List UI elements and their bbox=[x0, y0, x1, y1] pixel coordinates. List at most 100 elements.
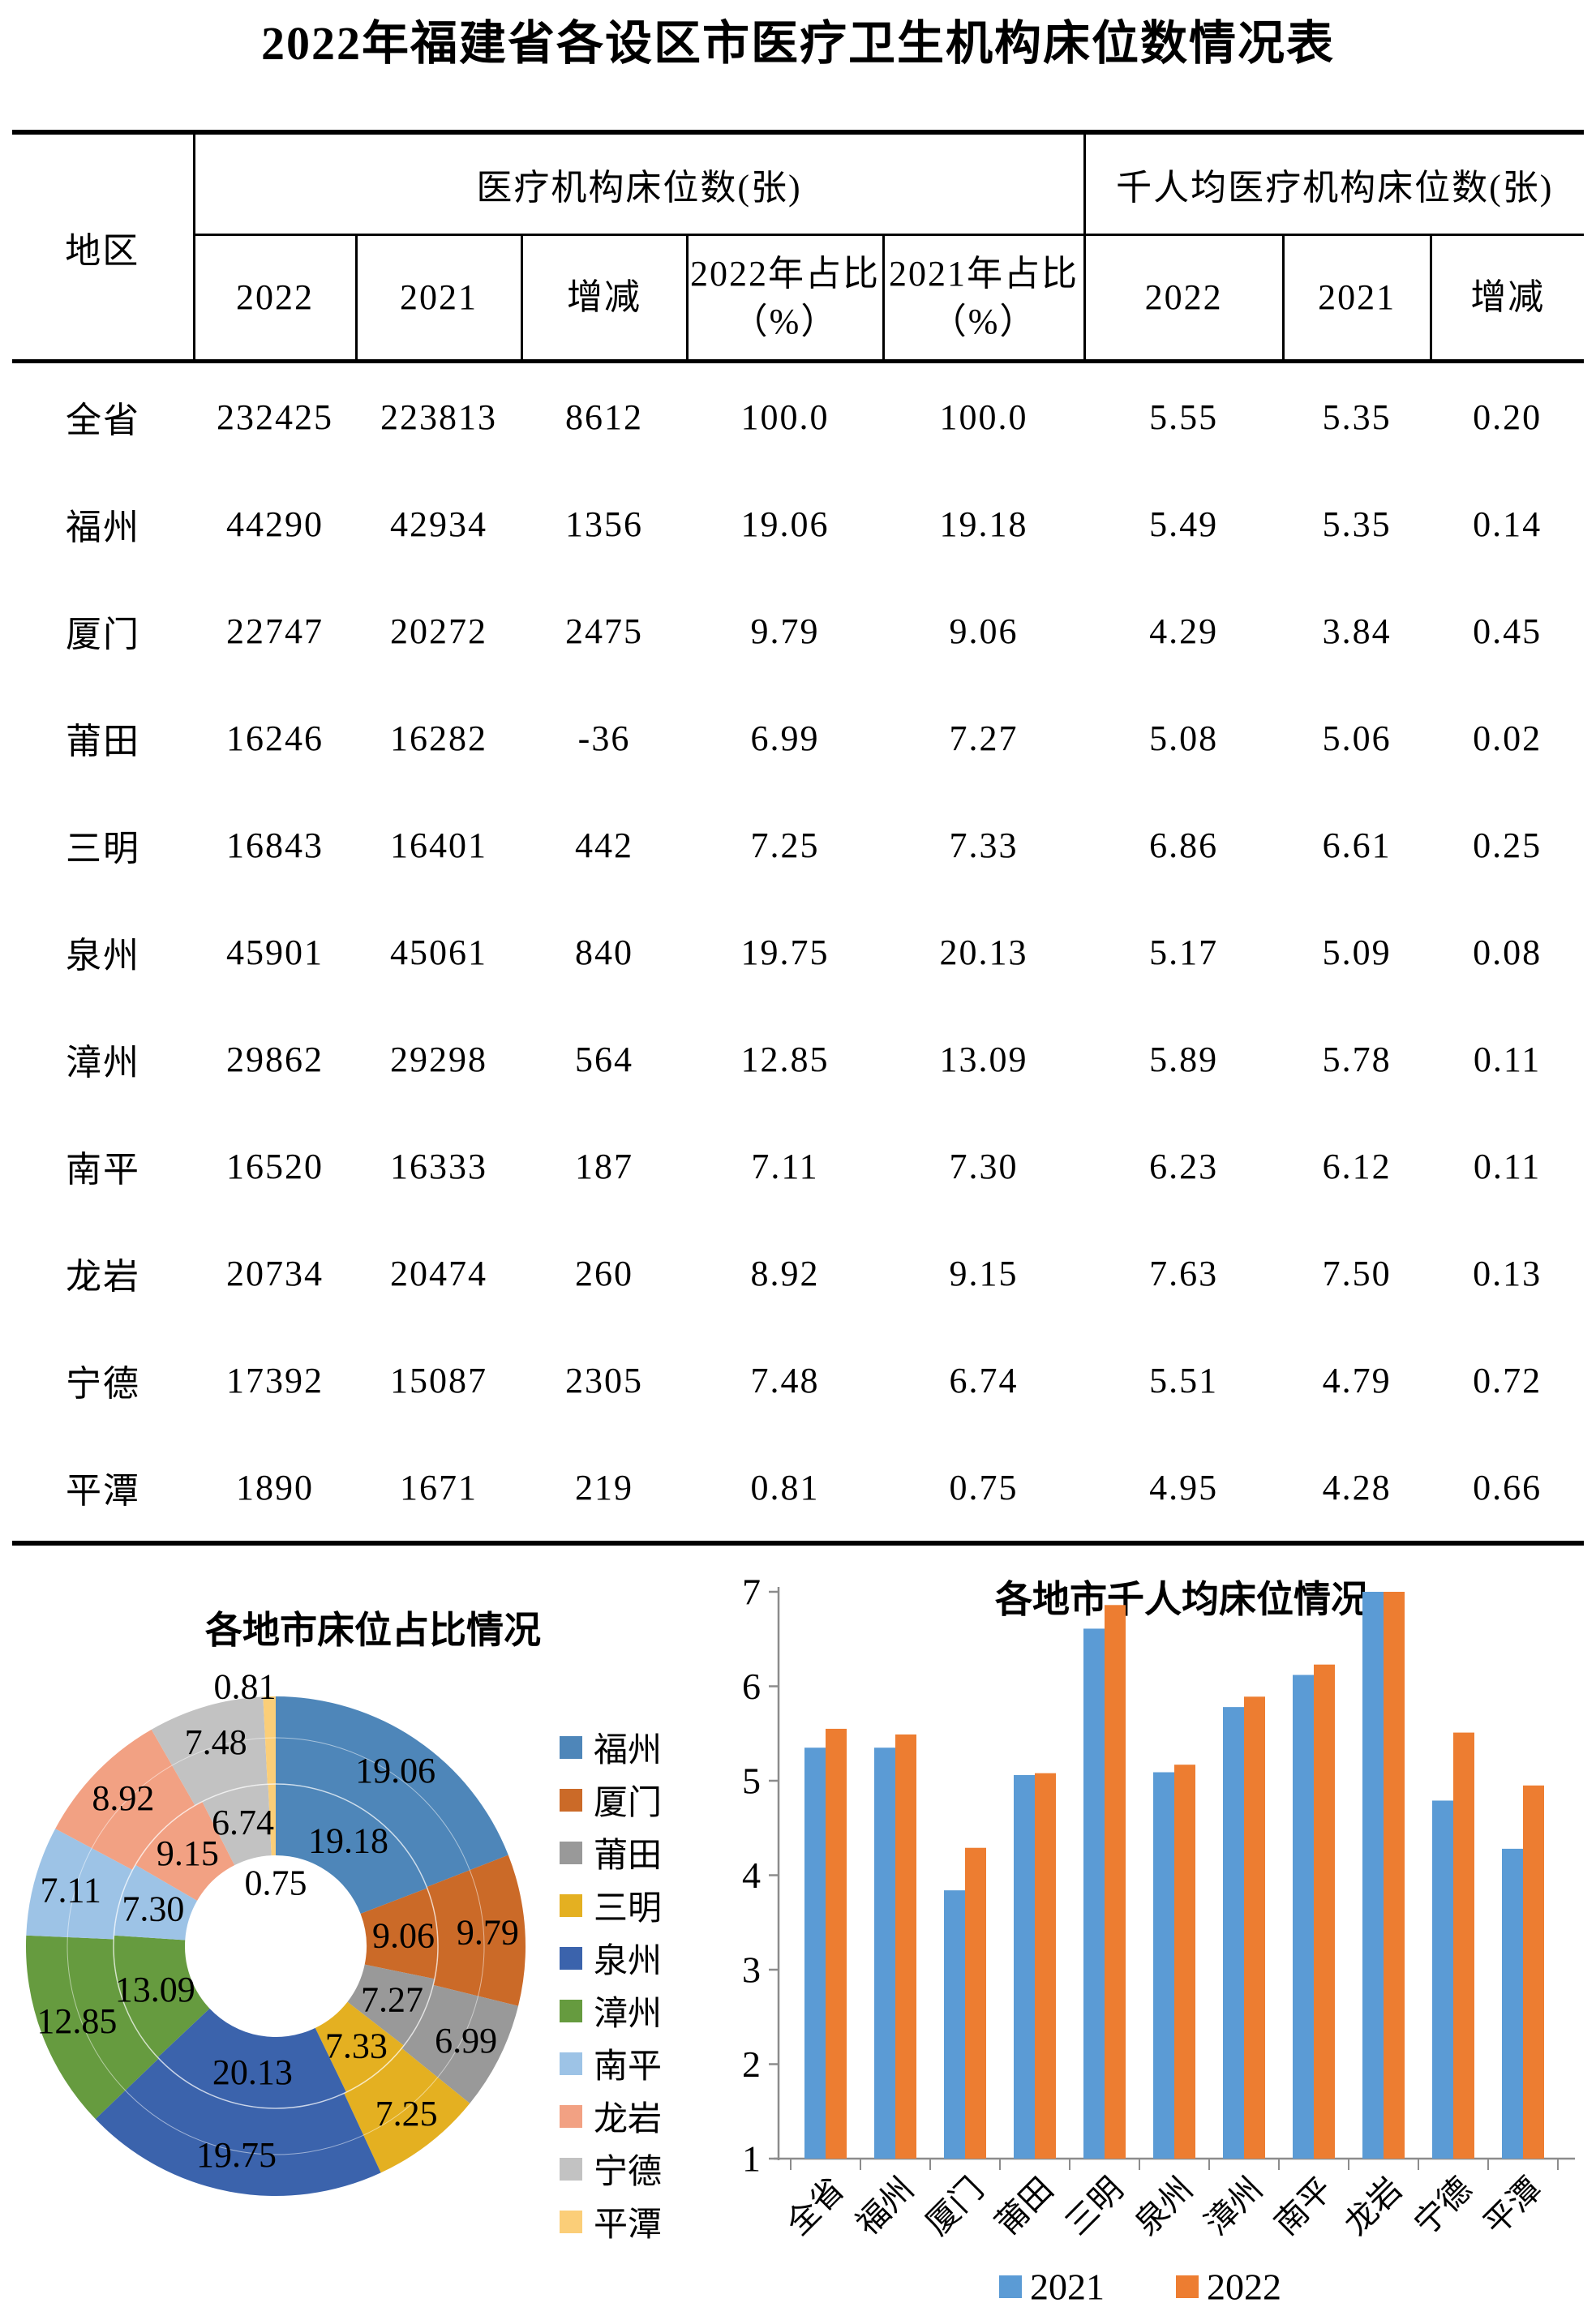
x-axis-category-label: 三明 bbox=[1058, 2171, 1130, 2242]
table-row: 三明 16843 16401 442 7.25 7.33 6.86 6.61 0.25 bbox=[12, 791, 1584, 898]
donut-label: 19.18 bbox=[308, 1820, 388, 1860]
cell-b22: 16246 bbox=[226, 718, 324, 758]
legend-item-龙岩: 龙岩 bbox=[560, 2090, 714, 2142]
y-axis-tick-label: 7 bbox=[742, 1572, 761, 1613]
cell-chg: 442 bbox=[575, 825, 633, 865]
bar-2022-南平 bbox=[1314, 1664, 1335, 2159]
cell-pchg: 0.14 bbox=[1473, 504, 1542, 544]
cell-b21: 42934 bbox=[390, 504, 487, 544]
cell-s22: 12.85 bbox=[740, 1039, 830, 1079]
bar-legend-swatch-icon bbox=[1176, 2275, 1199, 2298]
legend-item-莆田: 莆田 bbox=[560, 1826, 714, 1879]
legend-swatch-icon bbox=[560, 1999, 582, 2022]
legend-label: 厦门 bbox=[594, 1785, 663, 1822]
cell-b21: 223813 bbox=[380, 397, 497, 437]
donut-slice-2021-inner-ring-平潭 bbox=[268, 1784, 276, 1856]
bar-2022-三明 bbox=[1105, 1605, 1126, 2159]
donut-label: 9.15 bbox=[157, 1833, 219, 1873]
header-per1000-change: 增减 bbox=[1470, 277, 1546, 318]
donut-label: 7.30 bbox=[122, 1889, 184, 1928]
cell-s21: 6.74 bbox=[949, 1360, 1019, 1400]
page-title: 2022年福建省各设区市医疗卫生机构床位数情况表 bbox=[260, 17, 1335, 70]
header-per1000-2021: 2021 bbox=[1283, 234, 1432, 362]
cell-b22: 20734 bbox=[226, 1253, 324, 1293]
donut-chart-title: 各地市床位占比情况 bbox=[205, 1610, 541, 1651]
table-row: 泉州 45901 45061 840 19.75 20.13 5.17 5.09 0.08 bbox=[12, 898, 1584, 1006]
cell-s22: 7.25 bbox=[750, 825, 820, 865]
cell-b22: 1890 bbox=[236, 1467, 314, 1507]
donut-label: 7.25 bbox=[375, 2094, 438, 2133]
donut-slice-2022-outer-ring-宁德 bbox=[151, 1696, 268, 1806]
donut-slice-2021-inner-ring-莆田 bbox=[347, 1964, 435, 2046]
cell-b21: 15087 bbox=[390, 1360, 487, 1400]
cell-pchg: 0.13 bbox=[1473, 1253, 1542, 1293]
header-share-2022: 2022年占比（%） bbox=[687, 234, 885, 362]
header-group-beds: 医疗机构床位数(张) bbox=[194, 132, 1086, 236]
table-row: 宁德 17392 15087 2305 7.48 6.74 5.51 4.79 0.72 bbox=[12, 1327, 1584, 1434]
bar-2022-宁德 bbox=[1453, 1732, 1474, 2159]
donut-label: 9.06 bbox=[372, 1916, 435, 1956]
cell-p22: 6.86 bbox=[1149, 825, 1219, 865]
bar-2022-龙岩 bbox=[1384, 1592, 1405, 2159]
legend-swatch-icon bbox=[560, 1946, 582, 1970]
cell-p21: 4.79 bbox=[1322, 1360, 1392, 1400]
bar-2022-平潭 bbox=[1523, 1785, 1544, 2159]
cell-p22: 7.63 bbox=[1149, 1253, 1219, 1293]
legend-item-平潭: 平潭 bbox=[560, 2195, 714, 2248]
bar-2022-泉州 bbox=[1174, 1765, 1195, 2159]
cell-s21: 0.75 bbox=[949, 1467, 1019, 1507]
header-beds-2022: 2022 bbox=[194, 234, 358, 362]
donut-slice-2021-inner-ring-福州 bbox=[276, 1784, 427, 1914]
cell-region: 南平 bbox=[66, 1150, 140, 1190]
table-row: 福州 44290 42934 1356 19.06 19.18 5.49 5.35 0.14 bbox=[12, 470, 1584, 577]
legend-label: 宁德 bbox=[594, 2154, 663, 2191]
bar-2021-漳州 bbox=[1223, 1707, 1244, 2159]
cell-chg: 2305 bbox=[565, 1360, 643, 1400]
cell-pchg: 0.25 bbox=[1473, 825, 1542, 865]
bar-legend-label: 2021 bbox=[1030, 2266, 1105, 2308]
donut-label: 6.99 bbox=[435, 2021, 497, 2061]
cell-region: 厦门 bbox=[66, 615, 140, 654]
cell-b22: 16843 bbox=[226, 825, 324, 865]
x-axis-category-label: 泉州 bbox=[1128, 2171, 1199, 2242]
donut-label: 8.92 bbox=[92, 1778, 154, 1818]
cell-chg: -36 bbox=[577, 718, 631, 758]
cell-p22: 5.08 bbox=[1149, 718, 1219, 758]
x-axis-category-label: 龙岩 bbox=[1337, 2171, 1409, 2242]
cell-region: 龙岩 bbox=[66, 1257, 140, 1297]
cell-region: 宁德 bbox=[66, 1364, 140, 1404]
ring-divider-circle bbox=[113, 1783, 439, 2109]
cell-s22: 0.81 bbox=[750, 1467, 820, 1507]
cell-s21: 100.0 bbox=[939, 397, 1028, 437]
cell-b22: 44290 bbox=[226, 504, 324, 544]
header-beds-2021: 2021 bbox=[356, 234, 523, 362]
x-axis-category-label: 厦门 bbox=[919, 2171, 990, 2242]
cell-s21: 9.06 bbox=[949, 611, 1019, 651]
header-per1000-2022: 2022 bbox=[1084, 234, 1285, 362]
legend-swatch-icon bbox=[560, 1735, 582, 1759]
donut-slice-2022-outer-ring-漳州 bbox=[26, 1935, 159, 2120]
legend-label: 龙岩 bbox=[594, 2101, 663, 2138]
donut-slice-2022-outer-ring-福州 bbox=[276, 1696, 508, 1888]
legend-item-福州: 福州 bbox=[560, 1721, 714, 1773]
cell-b21: 1671 bbox=[400, 1467, 478, 1507]
cell-chg: 2475 bbox=[565, 611, 643, 651]
cell-b22: 232425 bbox=[217, 397, 333, 437]
table-row: 龙岩 20734 20474 260 8.92 9.15 7.63 7.50 0.13 bbox=[12, 1220, 1584, 1327]
cell-pchg: 0.72 bbox=[1473, 1360, 1542, 1400]
table-row: 莆田 16246 16282 -36 6.99 7.27 5.08 5.06 0.02 bbox=[12, 684, 1584, 791]
cell-p21: 6.12 bbox=[1322, 1146, 1392, 1186]
cell-p21: 3.84 bbox=[1322, 611, 1392, 651]
cell-s21: 7.30 bbox=[949, 1146, 1019, 1186]
cell-p22: 6.23 bbox=[1149, 1146, 1219, 1186]
legend-label: 漳州 bbox=[594, 1996, 663, 2033]
cell-p22: 4.29 bbox=[1149, 611, 1219, 651]
donut-label: 7.48 bbox=[185, 1722, 247, 1762]
cell-b21: 20272 bbox=[390, 611, 487, 651]
donut-label: 19.75 bbox=[196, 2135, 277, 2175]
bar-chart: 各地市千人均床位情况 1 2 3 4 5 6 7 全省 福州 厦门 莆田 三明 泉州 漳州 南平 龙岩 宁德 平潭 2… bbox=[714, 1565, 1596, 2316]
cell-b22: 16520 bbox=[226, 1146, 324, 1186]
cell-s22: 19.75 bbox=[740, 932, 830, 972]
x-axis-category-label: 漳州 bbox=[1198, 2171, 1269, 2242]
cell-b22: 17392 bbox=[226, 1360, 324, 1400]
